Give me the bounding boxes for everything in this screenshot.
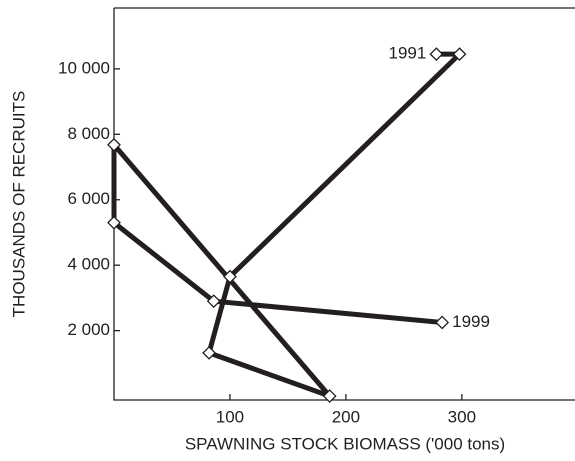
point-marker (223, 269, 237, 284)
y-tick-label: 4 000 (67, 255, 110, 274)
point-marker (435, 315, 450, 330)
annotation: 1999 (452, 312, 490, 331)
point-marker (202, 345, 216, 360)
y-axis-title: THOUSANDS OF RECRUITS (9, 91, 28, 318)
x-tick-label: 100 (216, 407, 244, 426)
point-marker (452, 47, 467, 62)
data-line (111, 51, 463, 399)
x-tick-label: 200 (332, 407, 360, 426)
point-marker (206, 294, 221, 309)
point-marker (107, 215, 121, 230)
annotation: 1991 (389, 44, 427, 63)
point-marker (107, 137, 121, 152)
point-marker (429, 47, 444, 62)
x-tick-label: 300 (448, 407, 476, 426)
x-axis-title: SPAWNING STOCK BIOMASS ('000 tons) (185, 434, 505, 453)
point-marker (322, 389, 337, 403)
y-tick-label: 10 000 (58, 58, 110, 77)
y-tick-label: 2 000 (67, 320, 110, 339)
axes (113, 7, 575, 401)
y-tick-label: 8 000 (67, 124, 110, 143)
y-tick-label: 6 000 (67, 189, 110, 208)
